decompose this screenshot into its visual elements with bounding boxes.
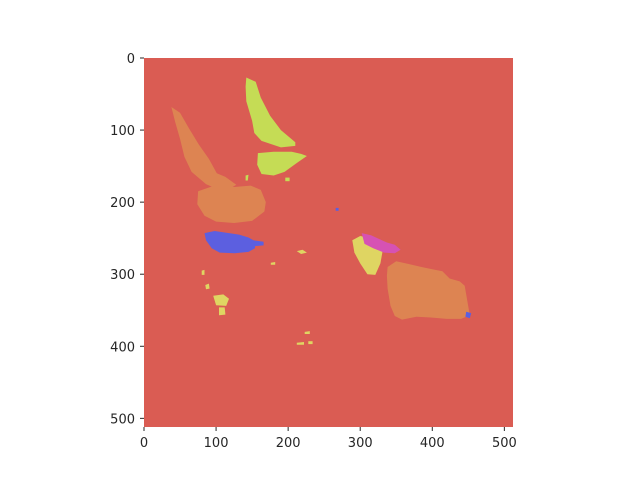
region-yellow-green-speck-2: [285, 177, 290, 182]
region-magenta-right: [361, 233, 401, 254]
region-yellow-small-8: [308, 341, 313, 345]
x-tick-label: 200: [276, 436, 301, 451]
region-yellow-green-middle: [257, 151, 307, 176]
region-blue-right-tip: [465, 311, 472, 319]
x-tick-label: 400: [420, 436, 445, 451]
x-axis-ticks: 0 100 200 300 400 500: [140, 427, 517, 451]
region-yellow-small-2: [219, 307, 226, 316]
region-yellow-green-top: [245, 77, 296, 148]
x-tick-label: 300: [348, 436, 373, 451]
region-blue-speck: [335, 207, 339, 211]
region-yellow-small-3: [205, 283, 210, 290]
region-blue-left: [204, 231, 255, 254]
region-orange-right: [386, 261, 470, 320]
region-yellow-green-speck-1: [245, 174, 249, 181]
x-tick-label: 100: [204, 436, 229, 451]
y-tick-label: 400: [110, 340, 135, 355]
region-blue-left-tail: [253, 240, 264, 247]
y-axis-ticks: 0 100 200 300 400 500: [110, 52, 144, 427]
y-tick-label: 100: [110, 124, 135, 139]
segmentation-regions: [171, 77, 472, 345]
y-tick-label: 0: [127, 52, 135, 67]
region-yellow-small-4: [296, 249, 307, 254]
x-tick-label: 0: [140, 436, 148, 451]
y-tick-label: 200: [110, 196, 135, 211]
y-tick-label: 300: [110, 268, 135, 283]
region-orange-left-arm: [171, 107, 237, 190]
region-yellow-small-9: [201, 269, 205, 275]
region-orange-left-body: [197, 185, 266, 223]
region-yellow-small-5: [270, 262, 276, 265]
region-yellow-small-7: [296, 342, 304, 345]
region-yellow-small-6: [304, 331, 310, 334]
region-yellow-small-1: [213, 294, 229, 306]
y-tick-label: 500: [110, 412, 135, 427]
axes-background: [144, 58, 513, 427]
x-tick-label: 500: [492, 436, 517, 451]
